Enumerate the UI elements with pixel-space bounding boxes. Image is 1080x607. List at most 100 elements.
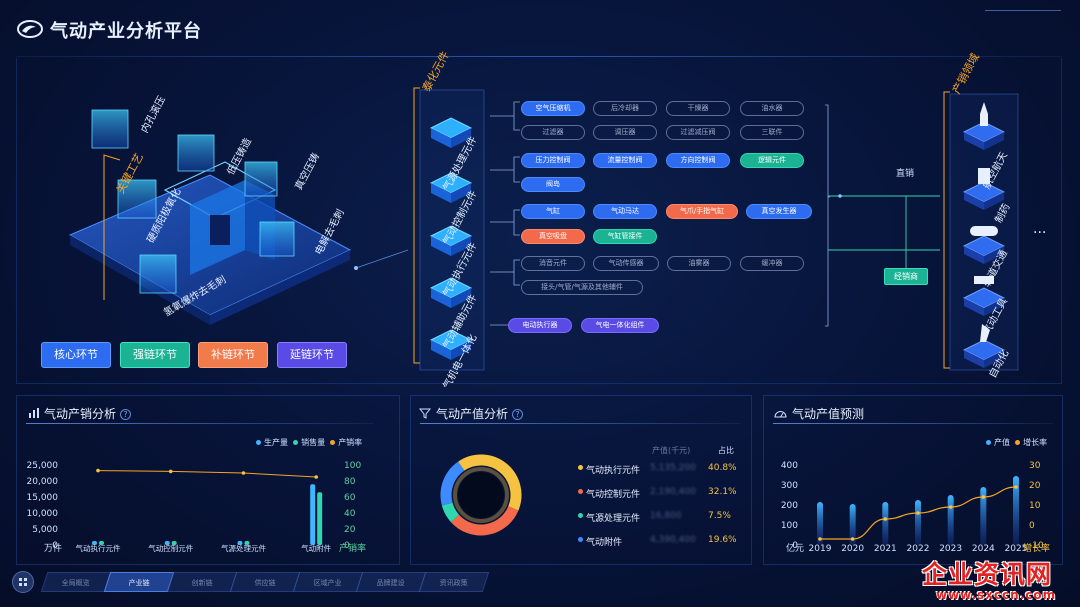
forecast-year-label: 2025 — [1005, 544, 1028, 554]
row-value: 4,390,400 — [650, 535, 696, 545]
sales-category-label: 气源处理元件 — [221, 543, 266, 553]
help-icon[interactable]: ? — [120, 409, 132, 420]
growth-point — [818, 537, 822, 541]
pill-5[interactable]: 调压器 — [593, 125, 657, 140]
strong-link-button[interactable]: 强链环节 — [120, 342, 190, 368]
pill-6[interactable]: 过滤减压阀 — [666, 125, 730, 140]
growth-point — [916, 511, 920, 515]
value-panel — [410, 395, 752, 565]
forecast-right-tick: 30 — [1029, 461, 1041, 471]
bar-production — [164, 541, 170, 545]
pill-22[interactable]: 缓冲器 — [740, 256, 804, 271]
pill-21[interactable]: 油雾器 — [667, 256, 731, 271]
nav-tab-label: 供应链 — [254, 579, 276, 587]
pill-8[interactable]: 压力控制阀 — [521, 153, 585, 168]
rate-point — [168, 469, 173, 474]
nav-tab-label: 品牌建设 — [376, 579, 405, 587]
value-col-header: 产值(千元) — [652, 446, 691, 455]
nav-tab[interactable]: 创新链 — [166, 572, 238, 592]
pill-15[interactable]: 气爪/手指气缸 — [666, 204, 738, 219]
distribution-lines — [828, 194, 940, 268]
nav-tab[interactable]: 供应链 — [229, 572, 301, 592]
growth-point — [883, 517, 888, 521]
core-link-button[interactable]: 核心环节 — [41, 342, 111, 368]
row-color-dot — [578, 537, 583, 542]
forecast-year-label: 2020 — [841, 544, 864, 554]
nav-tab[interactable]: 区域产业 — [292, 572, 364, 592]
row-name: 气源处理元件 — [586, 514, 641, 524]
donut-slice — [450, 506, 519, 536]
pill-1[interactable]: 后冷却器 — [593, 101, 657, 116]
more-domains-button[interactable]: ... — [1033, 221, 1047, 237]
pill-12[interactable]: 阀岛 — [521, 177, 585, 192]
pill-14[interactable]: 气动马达 — [593, 204, 657, 219]
process-cubes — [91, 109, 295, 294]
nav-tab-label: 资讯政策 — [439, 579, 468, 587]
key-bracket — [103, 154, 121, 300]
nav-tab[interactable]: 资讯政策 — [418, 572, 490, 592]
platform-side-right — [210, 250, 350, 325]
legend-rate: 产销率 — [338, 438, 363, 447]
pill-10[interactable]: 方向控制阀 — [666, 153, 730, 168]
sales-left-unit: 万件 — [44, 544, 63, 554]
pill-4[interactable]: 过滤器 — [521, 125, 585, 140]
nav-tab-label: 产业链 — [128, 579, 150, 587]
row-name: 气动执行元件 — [586, 466, 641, 476]
funnel-icon — [419, 408, 431, 419]
pill-17[interactable]: 真空吸盘 — [521, 229, 585, 244]
home-grid-button[interactable] — [12, 571, 34, 593]
forecast-left-tick: 200 — [781, 501, 798, 511]
pill-0[interactable]: 空气压缩机 — [521, 101, 585, 116]
sales-right-tick: 40 — [344, 509, 356, 519]
help-icon[interactable]: ? — [512, 409, 524, 420]
sales-right-tick: 0 — [344, 541, 350, 551]
growth-point — [948, 505, 953, 509]
supplement-link-button[interactable]: 补链环节 — [198, 342, 268, 368]
pill-25[interactable]: 气电一体化组件 — [581, 318, 659, 333]
bar-sales — [171, 541, 177, 545]
pill-13[interactable]: 气缸 — [521, 204, 585, 219]
pill-11[interactable]: 逻辑元件 — [740, 153, 804, 168]
extend-link-button[interactable]: 延链环节 — [277, 342, 347, 368]
logo-icon — [17, 20, 43, 38]
sales-left-tick: 25,000 — [27, 461, 59, 471]
rate-point — [241, 471, 246, 475]
sales-left-tick: 10,000 — [27, 509, 59, 519]
pill-2[interactable]: 干燥器 — [666, 101, 730, 116]
row-value: 16,800 — [650, 511, 682, 521]
nav-tab-label: 区域产业 — [313, 579, 342, 587]
pill-7[interactable]: 三联件 — [740, 125, 804, 140]
pill-9[interactable]: 流量控制阀 — [593, 153, 657, 168]
cube-3 — [244, 161, 278, 197]
forecast-year-label: 2019 — [809, 544, 832, 554]
distributor-badge[interactable]: 经销商 — [884, 268, 928, 285]
bar-production — [92, 541, 97, 545]
cube-4 — [117, 179, 157, 219]
pill-20[interactable]: 气动传感器 — [593, 256, 659, 271]
nav-tab[interactable]: 全局概览 — [40, 572, 112, 592]
bar-production — [237, 541, 243, 545]
forecast-year-label: 2024 — [972, 544, 995, 554]
cube-5 — [259, 221, 295, 257]
pill-24[interactable]: 电动执行器 — [508, 318, 572, 333]
rate-line — [97, 470, 317, 478]
sales-right-unit: 产销率 — [339, 544, 367, 554]
forecast-right-tick: -10 — [1029, 541, 1044, 551]
row-color-dot — [578, 489, 583, 494]
nav-tab[interactable]: 产业链 — [103, 572, 175, 592]
pill-19[interactable]: 消音元件 — [521, 256, 585, 271]
pill-16[interactable]: 真空发生器 — [746, 204, 812, 219]
row-share: 32.1% — [708, 487, 737, 497]
forecast-bar — [882, 502, 889, 545]
donut-slice — [440, 461, 465, 506]
row-color-dot — [578, 513, 583, 518]
central-window — [210, 215, 230, 245]
pill-3[interactable]: 油水器 — [740, 101, 804, 116]
row-share: 40.8% — [708, 463, 737, 473]
nav-tab[interactable]: 品牌建设 — [355, 572, 427, 592]
pill-23[interactable]: 接头/气管/气源及其他辅件 — [521, 280, 643, 295]
value-underline — [420, 423, 740, 424]
pill-18[interactable]: 气缸管接件 — [593, 229, 657, 244]
row-name: 气动附件 — [586, 538, 623, 548]
sales-title-text: 气动产销分析 — [44, 407, 117, 421]
